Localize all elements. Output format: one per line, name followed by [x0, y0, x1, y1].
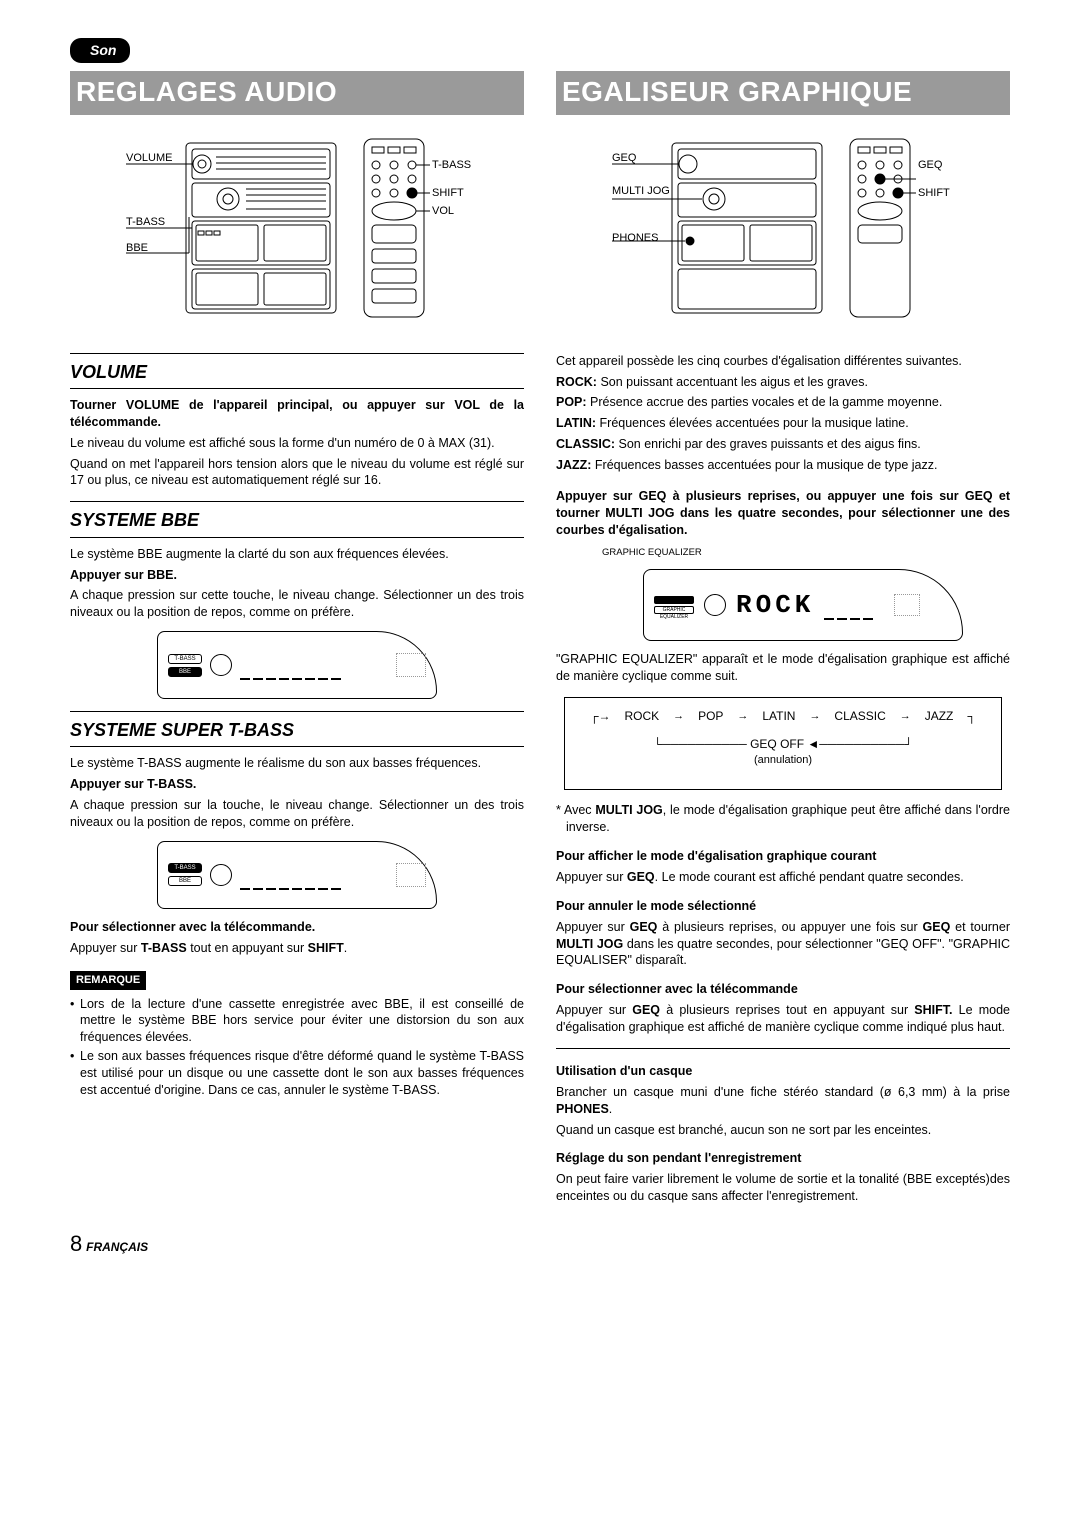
eq-rock: ROCK: Son puissant accentuant les aigus …: [556, 374, 1010, 391]
device-diagram-right: GEQ MULTI JOG PHONES: [556, 133, 1010, 323]
phones-p1: Brancher un casque muni d'une fiche stér…: [556, 1084, 1010, 1118]
right-column: EGALISEUR GRAPHIQUE: [556, 71, 1010, 1209]
label-volume: VOLUME: [126, 151, 172, 166]
eq-remote-p: Appuyer sur GEQ à plusieurs reprises tou…: [556, 1002, 1010, 1036]
eq-remote-h: Pour sélectionner avec la télécommande: [556, 981, 1010, 998]
remarque-b1: Lors de la lecture d'une cassette enregi…: [70, 996, 524, 1047]
section-tab: Son: [70, 38, 130, 63]
remarque-list: Lors de la lecture d'une cassette enregi…: [70, 996, 524, 1099]
eq-pop: POP: Présence accrue des parties vocales…: [556, 394, 1010, 411]
geq-display-text: ROCK: [736, 588, 814, 623]
label-multijog: MULTI JOG: [612, 185, 670, 197]
phones-h: Utilisation d'un casque: [556, 1063, 1010, 1080]
label-bbe: BBE: [126, 241, 148, 256]
label-phones: PHONES: [612, 231, 658, 246]
label-r-geq: GEQ: [918, 158, 942, 173]
page-number: 8: [70, 1231, 82, 1256]
tbass-p2: Appuyer sur T-BASS.: [70, 776, 524, 793]
tbass-p5: Appuyer sur T-BASS tout en appuyant sur …: [70, 940, 524, 957]
label-r-vol: VOL: [432, 204, 454, 219]
flow-diagram: ┌→ ROCK→ POP→ LATIN→ CLASSIC→ JAZZ ┐ └──…: [564, 697, 1002, 790]
eq-star: * Avec MULTI JOG, le mode d'égalisation …: [556, 802, 1010, 836]
tbass-p3: A chaque pression sur la touche, le nive…: [70, 797, 524, 831]
bbe-p3: A chaque pression sur cette touche, le n…: [70, 587, 524, 621]
eq-latin: LATIN: Fréquences élevées accentuées pou…: [556, 415, 1010, 432]
tbass-p1: Le système T-BASS augmente le réalisme d…: [70, 755, 524, 772]
heading-volume: VOLUME: [70, 360, 524, 384]
page-lang: FRANÇAIS: [86, 1240, 148, 1254]
device-diagram-left: VOLUME T-BASS BBE: [70, 133, 524, 323]
vol-p2: Le niveau du volume est affiché sous la …: [70, 435, 524, 452]
bbe-display-diagram: T-BASS BBE: [157, 631, 437, 699]
eq-instr: Appuyer sur GEQ à plusieurs reprises, ou…: [556, 488, 1010, 539]
label-r-shift: SHIFT: [432, 186, 464, 201]
label-geq: GEQ: [612, 151, 636, 166]
banner-reglages: REGLAGES AUDIO: [70, 71, 524, 115]
eq-show-p: Appuyer sur GEQ. Le mode courant est aff…: [556, 869, 1010, 886]
vol-p3: Quand on met l'appareil hors tension alo…: [70, 456, 524, 490]
label-r-tbass: T-BASS: [432, 158, 471, 173]
tbass-p4: Pour sélectionner avec la télécommande.: [70, 919, 524, 936]
phones-p2: Quand un casque est branché, aucun son n…: [556, 1122, 1010, 1139]
bbe-p2: Appuyer sur BBE.: [70, 567, 524, 584]
rec-h: Réglage du son pendant l'enregistrement: [556, 1150, 1010, 1167]
label-tbass: T-BASS: [126, 215, 165, 230]
banner-egaliseur: EGALISEUR GRAPHIQUE: [556, 71, 1010, 115]
left-column: REGLAGES AUDIO: [70, 71, 524, 1209]
rec-p: On peut faire varier librement le volume…: [556, 1171, 1010, 1205]
heading-tbass: SYSTEME SUPER T-BASS: [70, 718, 524, 742]
eq-cancel-p: Appuyer sur GEQ à plusieurs reprises, ou…: [556, 919, 1010, 970]
geq-small-label: GRAPHIC EQUALIZER: [602, 547, 1010, 560]
label-r-shift2: SHIFT: [918, 186, 950, 201]
geq-display-diagram: GRAPHIC EQUALIZER ROCK: [643, 569, 963, 641]
eq-jazz: JAZZ: Fréquences basses accentuées pour …: [556, 457, 1010, 474]
remarque-label: REMARQUE: [70, 971, 146, 990]
eq-classic: CLASSIC: Son enrichi par des graves puis…: [556, 436, 1010, 453]
bbe-p1: Le système BBE augmente la clarté du son…: [70, 546, 524, 563]
remarque-b2: Le son aux basses fréquences risque d'êt…: [70, 1048, 524, 1099]
eq-show-h: Pour afficher le mode d'égalisation grap…: [556, 848, 1010, 865]
heading-bbe: SYSTEME BBE: [70, 508, 524, 532]
tbass-display-diagram: T-BASS BBE: [157, 841, 437, 909]
vol-p1: Tourner VOLUME de l'appareil principal, …: [70, 397, 524, 431]
page-footer: 8 FRANÇAIS: [70, 1229, 1010, 1259]
eq-intro: Cet appareil possède les cinq courbes d'…: [556, 353, 1010, 370]
eq-cancel-h: Pour annuler le mode sélectionné: [556, 898, 1010, 915]
eq-after: "GRAPHIC EQUALIZER" apparaît et le mode …: [556, 651, 1010, 685]
